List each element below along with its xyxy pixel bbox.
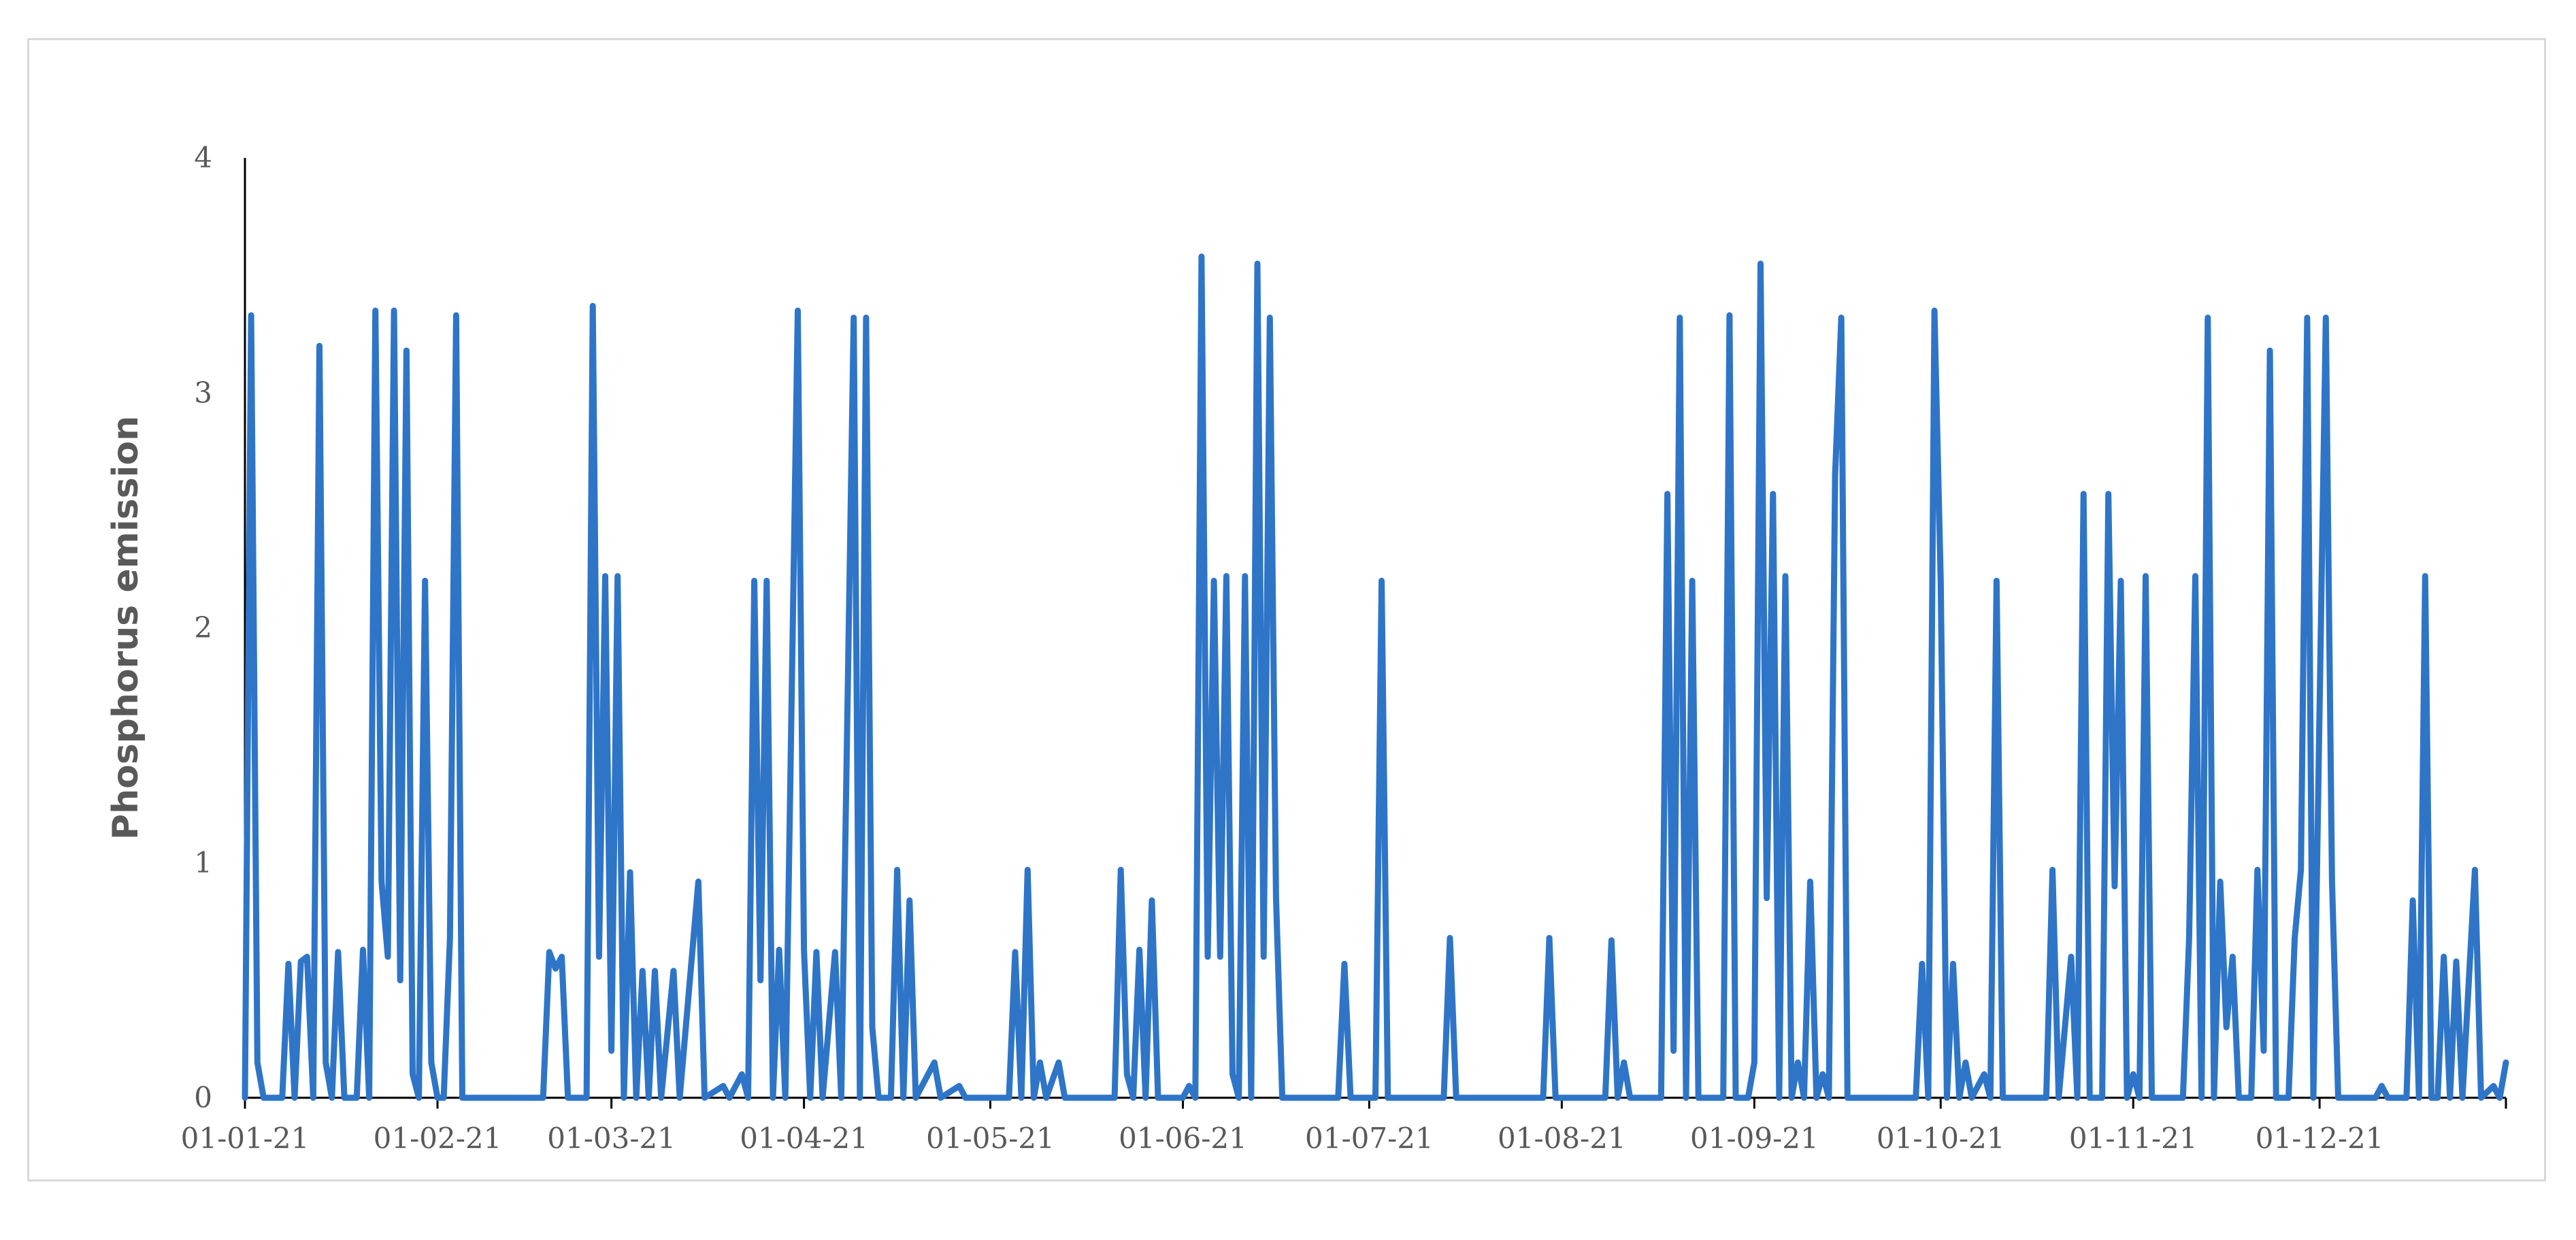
- y-tick-label: 0: [194, 1081, 212, 1114]
- series-layer: [242, 253, 2509, 1101]
- x-tick-label: 01-11-21: [2069, 1122, 2198, 1155]
- x-tick-label: 01-09-21: [1690, 1122, 1819, 1155]
- x-tick-label: 01-08-21: [1498, 1122, 1626, 1155]
- x-tick-label: 01-01-21: [181, 1122, 310, 1155]
- y-tick-label: 4: [194, 141, 212, 174]
- x-tick-label: 01-04-21: [740, 1122, 868, 1155]
- x-tick-label: 01-03-21: [547, 1122, 676, 1155]
- x-tick-label: 01-07-21: [1305, 1122, 1434, 1155]
- x-tick-label: 01-02-21: [374, 1122, 502, 1155]
- y-axis-label: Phosphorus emission: [105, 416, 146, 840]
- x-tick-label: 01-10-21: [1877, 1122, 2005, 1155]
- chart-labels: 0 1 2 3 4 01-01-21 01-02-21 01-03-21 01-04-21 01-…: [105, 141, 2383, 1155]
- y-tick-label: 2: [194, 611, 212, 645]
- y-tick-label: 1: [194, 846, 212, 879]
- series-line: [242, 253, 2509, 1101]
- x-tick-label: 01-06-21: [1119, 1122, 1247, 1155]
- y-tick-label: 3: [194, 376, 212, 409]
- x-tick-label: 01-05-21: [926, 1122, 1055, 1155]
- x-tick-label: 01-12-21: [2256, 1122, 2384, 1155]
